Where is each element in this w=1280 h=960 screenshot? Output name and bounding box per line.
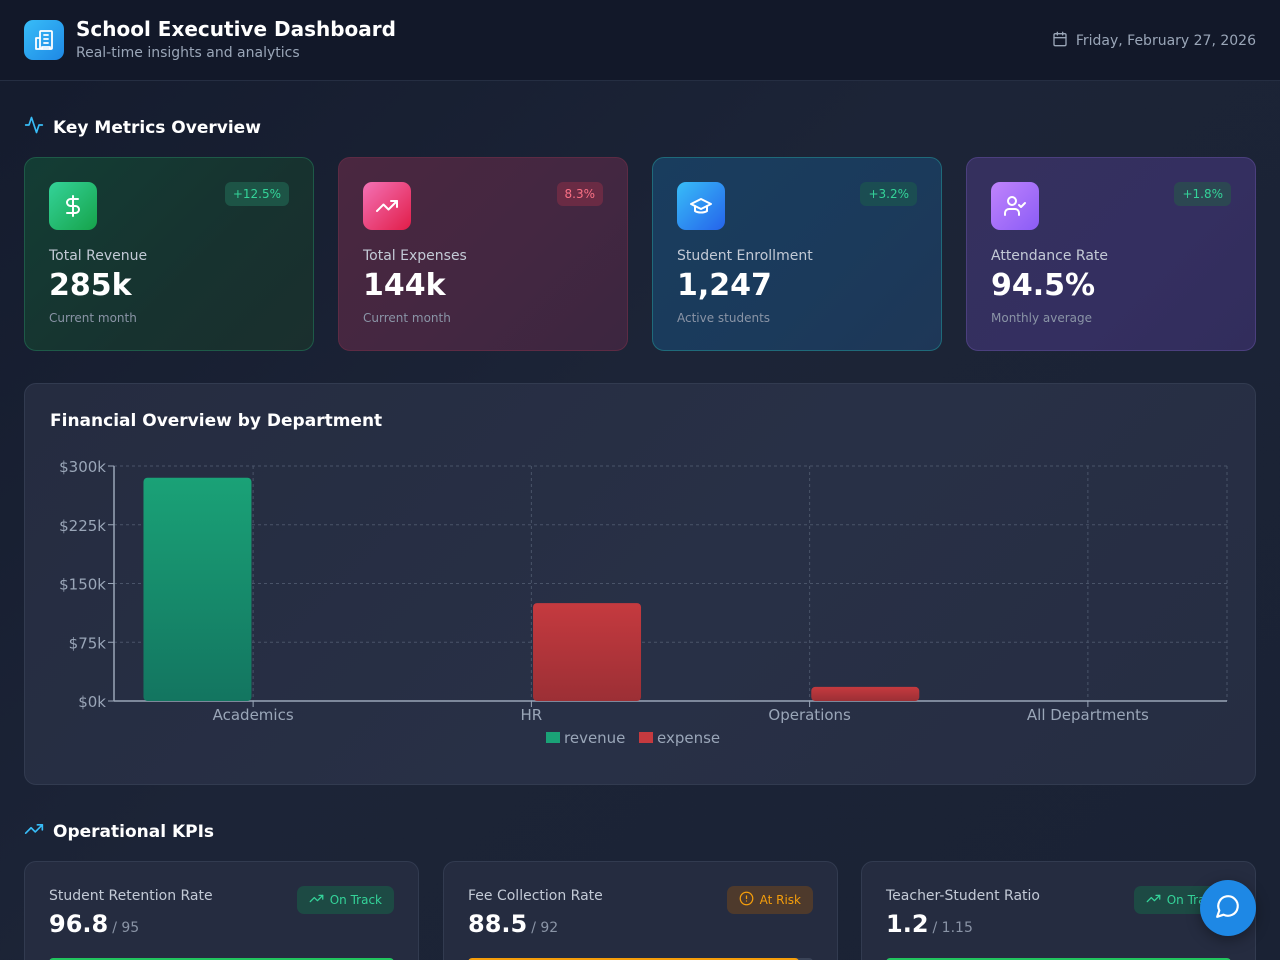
kpi-progress-fill: [468, 958, 800, 960]
kpi-progress-track: [49, 958, 394, 960]
x-tick-label: Operations: [768, 706, 851, 724]
chat-bubble-icon: [1215, 893, 1241, 923]
kpi-progress-track: [468, 958, 813, 960]
metric-card-attendance[interactable]: +1.8% Attendance Rate 94.5% Monthly aver…: [966, 157, 1256, 351]
change-badge: 8.3%: [556, 182, 603, 206]
metric-label: Total Expenses: [363, 248, 467, 264]
metric-subtext: Monthly average: [991, 311, 1092, 325]
kpi-label: Teacher-Student Ratio: [886, 888, 1040, 904]
kpi-target: / 92: [531, 920, 559, 936]
top-header: School Executive Dashboard Real-time ins…: [0, 0, 1280, 81]
y-tick-label: $0k: [78, 693, 106, 711]
y-tick-label: $150k: [59, 576, 106, 594]
x-tick-label: Academics: [213, 706, 294, 724]
bar-expense-hr: [533, 603, 642, 701]
legend-label: revenue: [564, 729, 625, 747]
legend-label: expense: [657, 729, 720, 747]
app-subtitle: Real-time insights and analytics: [76, 45, 300, 61]
metric-label: Attendance Rate: [991, 248, 1108, 264]
bar-expense-operations: [811, 686, 920, 701]
metric-label: Student Enrollment: [677, 248, 813, 264]
user-check-icon: [991, 182, 1039, 230]
metric-subtext: Current month: [49, 311, 137, 325]
metric-label: Total Revenue: [49, 248, 148, 264]
metric-value: 285k: [49, 268, 132, 303]
y-tick-label: $225k: [59, 517, 106, 535]
metric-value: 1,247: [677, 268, 772, 303]
current-date: Friday, February 27, 2026: [1052, 31, 1256, 51]
legend-swatch: [546, 732, 560, 743]
department-bar-chart: $0k $75k $150k $225k $300k Academics HR Operati…: [59, 458, 1228, 747]
trending-up-icon: [24, 819, 44, 844]
kpi-target: / 1.15: [932, 920, 973, 936]
y-tick-label: $300k: [59, 458, 106, 476]
graduation-cap-icon: [677, 182, 725, 230]
kpi-progress-fill: [886, 958, 1231, 960]
kpi-card-fee-collection[interactable]: Fee Collection Rate 88.5/ 92 At Risk: [443, 861, 838, 960]
x-tick-label: All Departments: [1027, 706, 1149, 724]
status-badge: On Track: [296, 886, 394, 914]
metric-card-expenses[interactable]: 8.3% Total Expenses 144k Current month: [338, 157, 628, 351]
financial-chart-card: Financial Overview by Department $0k $75k…: [24, 383, 1256, 785]
calendar-icon: [1052, 31, 1068, 51]
trending-up-icon: [309, 891, 324, 909]
metric-value: 144k: [363, 268, 446, 303]
metric-card-enrollment[interactable]: +3.2% Student Enrollment 1,247 Active st…: [652, 157, 942, 351]
kpi-progress-track: [886, 958, 1231, 960]
chat-button[interactable]: [1200, 880, 1256, 936]
alert-circle-icon: [739, 891, 754, 909]
trending-up-icon: [363, 182, 411, 230]
kpi-card-teacher-ratio[interactable]: Teacher-Student Ratio 1.2/ 1.15 On Track: [861, 861, 1256, 960]
metric-subtext: Current month: [363, 311, 451, 325]
x-tick-label: HR: [521, 706, 543, 724]
metric-card-revenue[interactable]: +12.5% Total Revenue 285k Current month: [24, 157, 314, 351]
bar-revenue-academics: [143, 477, 252, 701]
y-tick-label: $75k: [69, 634, 107, 652]
kpi-label: Student Retention Rate: [49, 888, 213, 904]
dollar-icon: [49, 182, 97, 230]
metric-value: 94.5%: [991, 268, 1096, 303]
kpi-value: 88.5/ 92: [468, 910, 559, 938]
change-badge: +12.5%: [224, 182, 289, 206]
metric-subtext: Active students: [677, 311, 771, 325]
kpi-label: Fee Collection Rate: [468, 888, 603, 904]
kpi-card-retention[interactable]: Student Retention Rate 96.8/ 95 On Track: [24, 861, 419, 960]
change-badge: +1.8%: [1174, 182, 1231, 206]
activity-pulse-icon: [24, 115, 44, 140]
operational-kpis-heading: Operational KPIs: [24, 819, 214, 844]
key-metrics-heading: Key Metrics Overview: [24, 115, 261, 140]
change-badge: +3.2%: [860, 182, 917, 206]
school-logo-icon: [24, 20, 64, 60]
chart-title: Financial Overview by Department: [50, 411, 383, 431]
status-badge: At Risk: [726, 886, 813, 914]
kpi-target: / 95: [112, 920, 140, 936]
kpi-progress-fill: [49, 958, 394, 960]
date-text: Friday, February 27, 2026: [1075, 33, 1256, 49]
kpi-value: 96.8/ 95: [49, 910, 140, 938]
legend-swatch: [639, 732, 653, 743]
kpi-value: 1.2/ 1.15: [886, 910, 973, 938]
trending-up-icon: [1146, 891, 1161, 909]
app-title: School Executive Dashboard: [76, 17, 396, 41]
